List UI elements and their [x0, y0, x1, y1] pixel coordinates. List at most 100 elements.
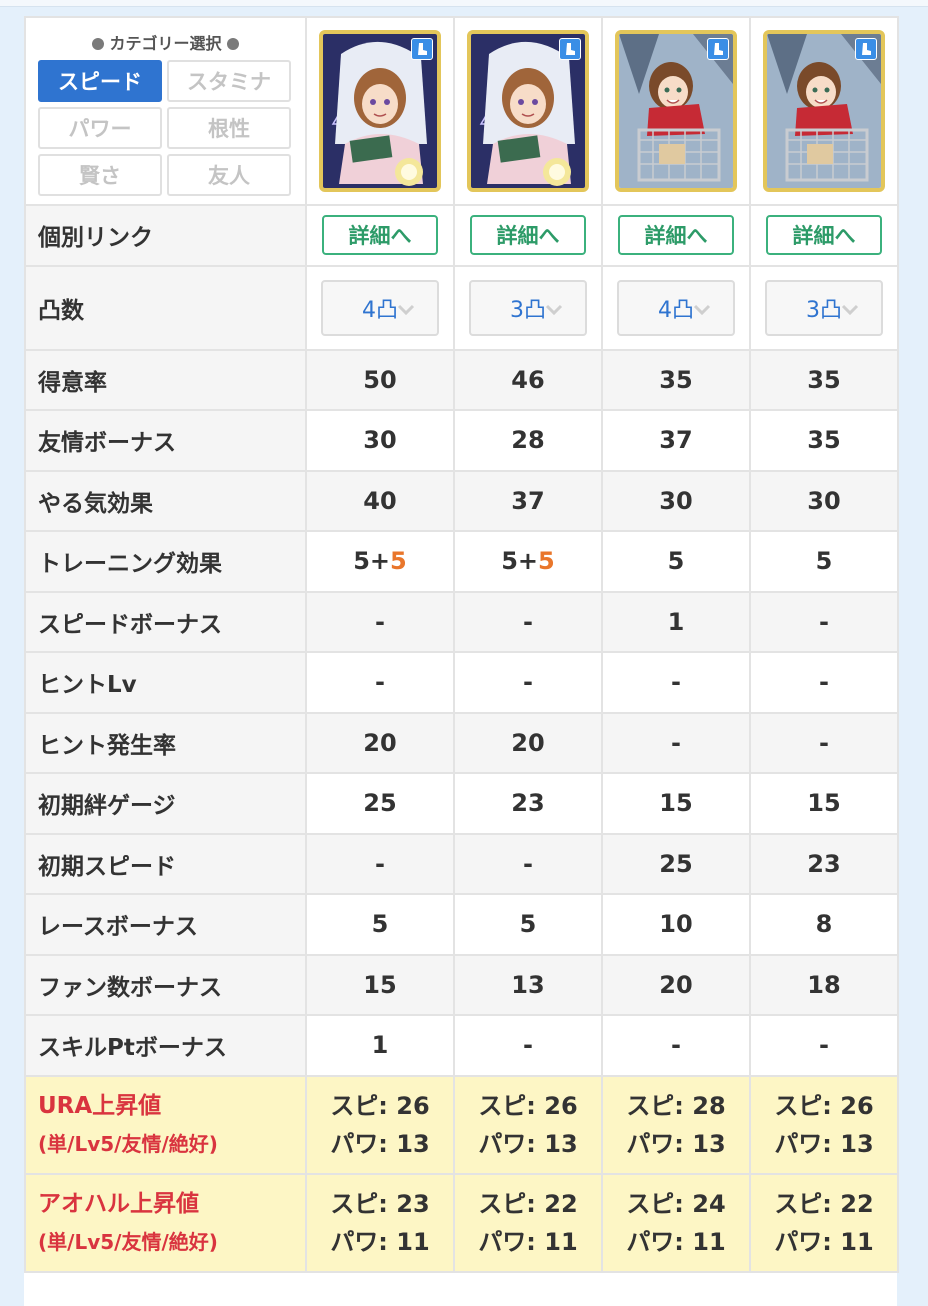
stat-row: ファン数ボーナス 15 13 20 18: [24, 953, 899, 1016]
row-label: やる気効果: [24, 469, 307, 532]
boot-icon: [855, 38, 877, 60]
row-label: 得意率: [24, 348, 307, 411]
comparison-table: カテゴリー選択 スピード スタミナ パワー 根性 賢さ 友人: [24, 16, 899, 1273]
stat-value: 5+5: [305, 530, 455, 593]
stat-value: 30: [305, 409, 455, 472]
stat-value: -: [305, 832, 455, 895]
chevron-down-icon: [693, 304, 711, 315]
select-cell: 4凸: [305, 264, 455, 351]
row-label: ヒントLv: [24, 651, 307, 714]
category-guts-button[interactable]: 根性: [167, 107, 291, 149]
gain-value: スピ: 26 パワ: 13: [453, 1074, 603, 1175]
detail-link-button[interactable]: 詳細へ: [618, 215, 734, 256]
chevron-down-icon: [841, 304, 859, 315]
gain-value: スピ: 22 パワ: 11: [749, 1172, 899, 1273]
category-power-button[interactable]: パワー: [38, 107, 162, 149]
row-label: URA上昇値 (単/Lv5/友情/絶好): [24, 1074, 307, 1175]
limit-break-select[interactable]: 3凸: [765, 279, 883, 336]
stat-value: 5: [601, 530, 751, 593]
category-speed-button[interactable]: スピード: [38, 60, 162, 102]
row-label: 友情ボーナス: [24, 409, 307, 472]
stat-value: 40: [305, 469, 455, 532]
stat-row: スピードボーナス - - 1 -: [24, 590, 899, 653]
stat-row: レースボーナス 5 5 10 8: [24, 893, 899, 956]
card-cell: [749, 16, 899, 206]
gain-value: スピ: 26 パワ: 13: [749, 1074, 899, 1175]
row-label: 凸数: [24, 264, 307, 351]
stat-value: 15: [601, 772, 751, 835]
stat-row: トレーニング効果 5+5 5+5 5 5: [24, 530, 899, 593]
support-card-image[interactable]: [319, 30, 441, 192]
stat-value: 1: [305, 1014, 455, 1077]
gain-value: スピ: 24 パワ: 11: [601, 1172, 751, 1273]
stat-value: -: [601, 651, 751, 714]
limit-break-select[interactable]: 3凸: [469, 279, 587, 336]
stat-value: 28: [453, 409, 603, 472]
link-cell: 詳細へ: [749, 204, 899, 267]
stat-value: -: [749, 711, 899, 774]
row-label: スキルPtボーナス: [24, 1014, 307, 1077]
aoharu-gain-row: アオハル上昇値 (単/Lv5/友情/絶好) スピ: 23 パワ: 11 スピ: 2…: [24, 1172, 899, 1273]
stat-value: -: [305, 651, 455, 714]
detail-link-button[interactable]: 詳細へ: [470, 215, 586, 256]
select-cell: 3凸: [453, 264, 603, 351]
stat-row: スキルPtボーナス 1 - - -: [24, 1014, 899, 1077]
stat-value: 25: [601, 832, 751, 895]
stat-value: 8: [749, 893, 899, 956]
stat-value: 23: [453, 772, 603, 835]
detail-link-button[interactable]: 詳細へ: [322, 215, 438, 256]
row-label: 個別リンク: [24, 204, 307, 267]
stat-value: -: [749, 590, 899, 653]
stat-value: 20: [601, 953, 751, 1016]
category-wisdom-button[interactable]: 賢さ: [38, 154, 162, 196]
stat-value: 30: [749, 469, 899, 532]
card-row: カテゴリー選択 スピード スタミナ パワー 根性 賢さ 友人: [24, 16, 899, 206]
stat-row: 初期絆ゲージ 25 23 15 15: [24, 772, 899, 835]
stat-value: 50: [305, 348, 455, 411]
boot-icon: [411, 38, 433, 60]
gain-value: スピ: 23 パワ: 11: [305, 1172, 455, 1273]
stat-row: ヒント発生率 20 20 - -: [24, 711, 899, 774]
stat-value: 23: [749, 832, 899, 895]
select-cell: 3凸: [749, 264, 899, 351]
stat-value: 35: [601, 348, 751, 411]
stat-value: 30: [601, 469, 751, 532]
comparison-panel: カテゴリー選択 スピード スタミナ パワー 根性 賢さ 友人: [24, 16, 899, 1306]
stat-row: 得意率 50 46 35 35: [24, 348, 899, 411]
category-title: カテゴリー選択: [26, 30, 305, 54]
row-label: スピードボーナス: [24, 590, 307, 653]
bullet-icon: [91, 38, 104, 50]
card-cell: [305, 16, 455, 206]
stat-value: 15: [305, 953, 455, 1016]
link-cell: 詳細へ: [453, 204, 603, 267]
stat-value: 15: [749, 772, 899, 835]
ura-gain-row: URA上昇値 (単/Lv5/友情/絶好) スピ: 26 パワ: 13 スピ: 26…: [24, 1074, 899, 1175]
stat-value: 10: [601, 893, 751, 956]
stat-value: 13: [453, 953, 603, 1016]
detail-link-button[interactable]: 詳細へ: [766, 215, 882, 256]
support-card-image[interactable]: [467, 30, 589, 192]
stat-value: -: [453, 1014, 603, 1077]
card-cell: [601, 16, 751, 206]
stat-row: やる気効果 40 37 30 30: [24, 469, 899, 532]
top-bar: [0, 0, 928, 7]
limit-break-select[interactable]: 4凸: [617, 279, 735, 336]
bullet-icon: [227, 38, 240, 50]
category-friend-button[interactable]: 友人: [167, 154, 291, 196]
boot-icon: [707, 38, 729, 60]
stat-value: 37: [601, 409, 751, 472]
stat-value: -: [601, 711, 751, 774]
card-cell: [453, 16, 603, 206]
stat-value: -: [453, 590, 603, 653]
stat-value: 20: [305, 711, 455, 774]
row-label: ファン数ボーナス: [24, 953, 307, 1016]
support-card-image[interactable]: [615, 30, 737, 192]
stat-value: 5: [453, 893, 603, 956]
support-card-image[interactable]: [763, 30, 885, 192]
stat-row: 友情ボーナス 30 28 37 35: [24, 409, 899, 472]
category-stamina-button[interactable]: スタミナ: [167, 60, 291, 102]
boot-icon: [559, 38, 581, 60]
limit-break-select[interactable]: 4凸: [321, 279, 439, 336]
row-label: アオハル上昇値 (単/Lv5/友情/絶好): [24, 1172, 307, 1273]
stat-value: -: [305, 590, 455, 653]
